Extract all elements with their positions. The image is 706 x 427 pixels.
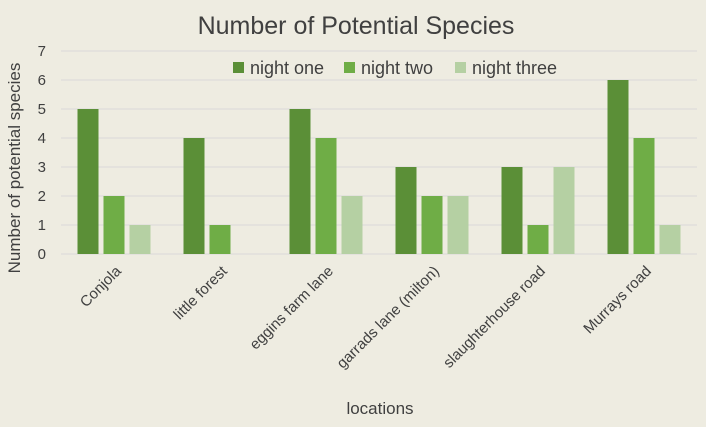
x-category-label: Murrays road xyxy=(580,263,655,338)
legend-label-night-three: night three xyxy=(472,58,557,78)
y-axis-title: Number of potential species xyxy=(5,63,24,274)
x-category-label: eggins farm lane xyxy=(246,263,336,353)
bar-night-one-3 xyxy=(395,167,417,254)
legend: night one night two night three xyxy=(233,58,557,78)
bar-night-two-1 xyxy=(209,225,231,254)
bar-night-two-0 xyxy=(103,196,125,254)
legend-label-night-one: night one xyxy=(250,58,324,78)
x-axis-title: locations xyxy=(346,399,413,418)
bar-night-one-2 xyxy=(289,109,311,254)
y-tick-label: 5 xyxy=(38,101,46,118)
bar-night-one-4 xyxy=(501,167,523,254)
bars xyxy=(77,80,681,254)
y-tick-label: 3 xyxy=(38,159,46,176)
bar-night-two-3 xyxy=(421,196,443,254)
bar-night-three-2 xyxy=(341,196,363,254)
chart-title: Number of Potential Species xyxy=(198,12,515,40)
y-tick-label: 1 xyxy=(38,217,46,234)
bar-night-one-5 xyxy=(607,80,629,254)
gridlines xyxy=(61,50,697,255)
bar-night-two-2 xyxy=(315,138,337,254)
x-axis-categories: Conjola little forest eggins farm lanegarr… xyxy=(77,262,655,372)
y-tick-label: 0 xyxy=(38,246,46,263)
bar-night-three-5 xyxy=(659,225,681,254)
y-tick-label: 6 xyxy=(38,72,46,89)
bar-night-three-3 xyxy=(447,196,469,254)
y-tick-label: 7 xyxy=(38,43,46,60)
x-category-label: Conjola xyxy=(77,262,125,310)
legend-swatch-night-one xyxy=(233,62,244,73)
y-axis-ticks: 0 1 2 3 4 5 6 7 xyxy=(38,43,46,263)
legend-swatch-night-two xyxy=(344,62,355,73)
bar-night-two-5 xyxy=(633,138,655,254)
legend-label-night-two: night two xyxy=(361,58,433,78)
bar-night-one-0 xyxy=(77,109,99,254)
y-tick-label: 2 xyxy=(38,188,46,205)
legend-swatch-night-three xyxy=(455,62,466,73)
bar-night-one-1 xyxy=(183,138,205,254)
y-tick-label: 4 xyxy=(38,130,46,147)
x-category-label: slaughterhouse road xyxy=(440,263,549,372)
bar-night-three-0 xyxy=(129,225,151,254)
x-category-label: little forest xyxy=(170,262,231,323)
bar-night-two-4 xyxy=(527,225,549,254)
x-category-label: garrads lane (milton) xyxy=(334,263,443,372)
bar-night-three-4 xyxy=(553,167,575,254)
